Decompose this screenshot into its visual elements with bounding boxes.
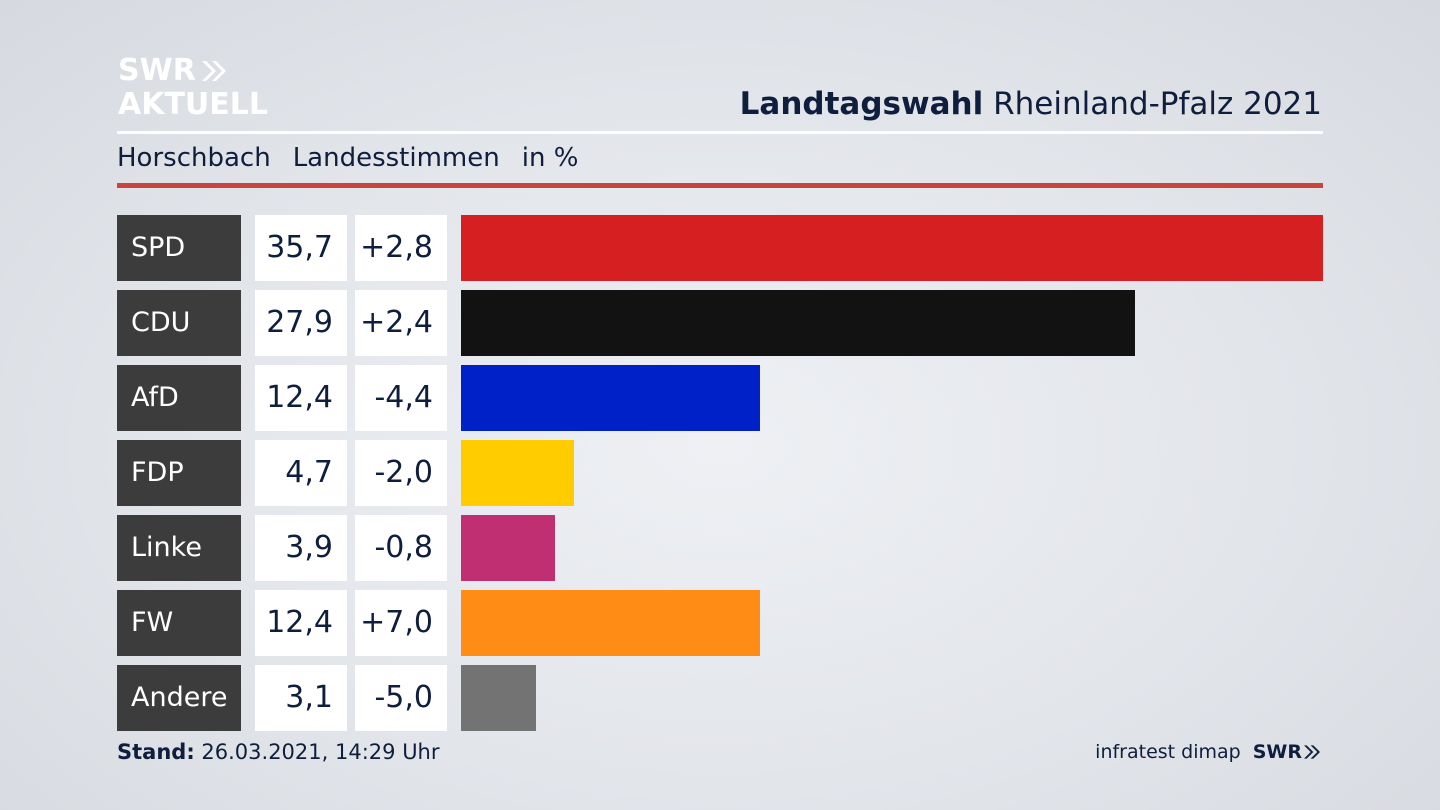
party-label: FW bbox=[117, 590, 241, 656]
vote-share-label: 3,1 bbox=[255, 665, 347, 731]
vote-share-label: 35,7 bbox=[255, 215, 347, 281]
timestamp-value: 26.03.2021, 14:29 Uhr bbox=[201, 740, 440, 764]
party-label: AfD bbox=[117, 365, 241, 431]
change-label: -4,4 bbox=[355, 365, 447, 431]
party-label: SPD bbox=[117, 215, 241, 281]
title-rest: Rheinland-Pfalz 2021 bbox=[993, 86, 1322, 122]
change-label: +7,0 bbox=[355, 590, 447, 656]
source-credit: infratest dimap SWR bbox=[1095, 741, 1322, 763]
vote-share-label: 27,9 bbox=[255, 290, 347, 356]
double-chevron-icon bbox=[1304, 745, 1320, 759]
change-label: +2,4 bbox=[355, 290, 447, 356]
logo-swr-text: SWR bbox=[118, 53, 196, 88]
result-bar bbox=[461, 665, 536, 731]
vote-share-label: 4,7 bbox=[255, 440, 347, 506]
source-name: infratest dimap bbox=[1095, 741, 1241, 763]
accent-divider bbox=[117, 183, 1323, 188]
party-label: Linke bbox=[117, 515, 241, 581]
swr-footer-text: SWR bbox=[1252, 741, 1302, 763]
party-label: FDP bbox=[117, 440, 241, 506]
change-label: -0,8 bbox=[355, 515, 447, 581]
page-title: Landtagswahl Rheinland-Pfalz 2021 bbox=[740, 86, 1322, 122]
vote-share-label: 3,9 bbox=[255, 515, 347, 581]
vote-share-label: 12,4 bbox=[255, 365, 347, 431]
timestamp: Stand: 26.03.2021, 14:29 Uhr bbox=[117, 740, 440, 764]
change-label: +2,8 bbox=[355, 215, 447, 281]
timestamp-label: Stand: bbox=[117, 740, 195, 764]
result-bar bbox=[461, 290, 1135, 356]
header-divider bbox=[117, 131, 1323, 134]
change-label: -5,0 bbox=[355, 665, 447, 731]
change-label: -2,0 bbox=[355, 440, 447, 506]
subtitle: Horschbach Landesstimmen in % bbox=[117, 143, 578, 173]
swr-footer-logo: SWR bbox=[1253, 741, 1322, 763]
party-label: CDU bbox=[117, 290, 241, 356]
result-bar bbox=[461, 440, 574, 506]
result-bar bbox=[461, 215, 1323, 281]
party-label: Andere bbox=[117, 665, 241, 731]
double-chevron-icon bbox=[200, 59, 228, 83]
result-bar bbox=[461, 515, 555, 581]
subtitle-unit: in % bbox=[521, 143, 579, 173]
result-bar bbox=[461, 365, 760, 431]
logo-aktuell-text: AKTUELL bbox=[118, 87, 269, 122]
title-bold: Landtagswahl bbox=[739, 86, 984, 122]
subtitle-place: Horschbach bbox=[117, 143, 271, 173]
swr-aktuell-logo: SWR AKTUELL bbox=[118, 54, 268, 122]
subtitle-measure: Landesstimmen bbox=[292, 143, 500, 173]
vote-share-label: 12,4 bbox=[255, 590, 347, 656]
result-bar bbox=[461, 590, 760, 656]
